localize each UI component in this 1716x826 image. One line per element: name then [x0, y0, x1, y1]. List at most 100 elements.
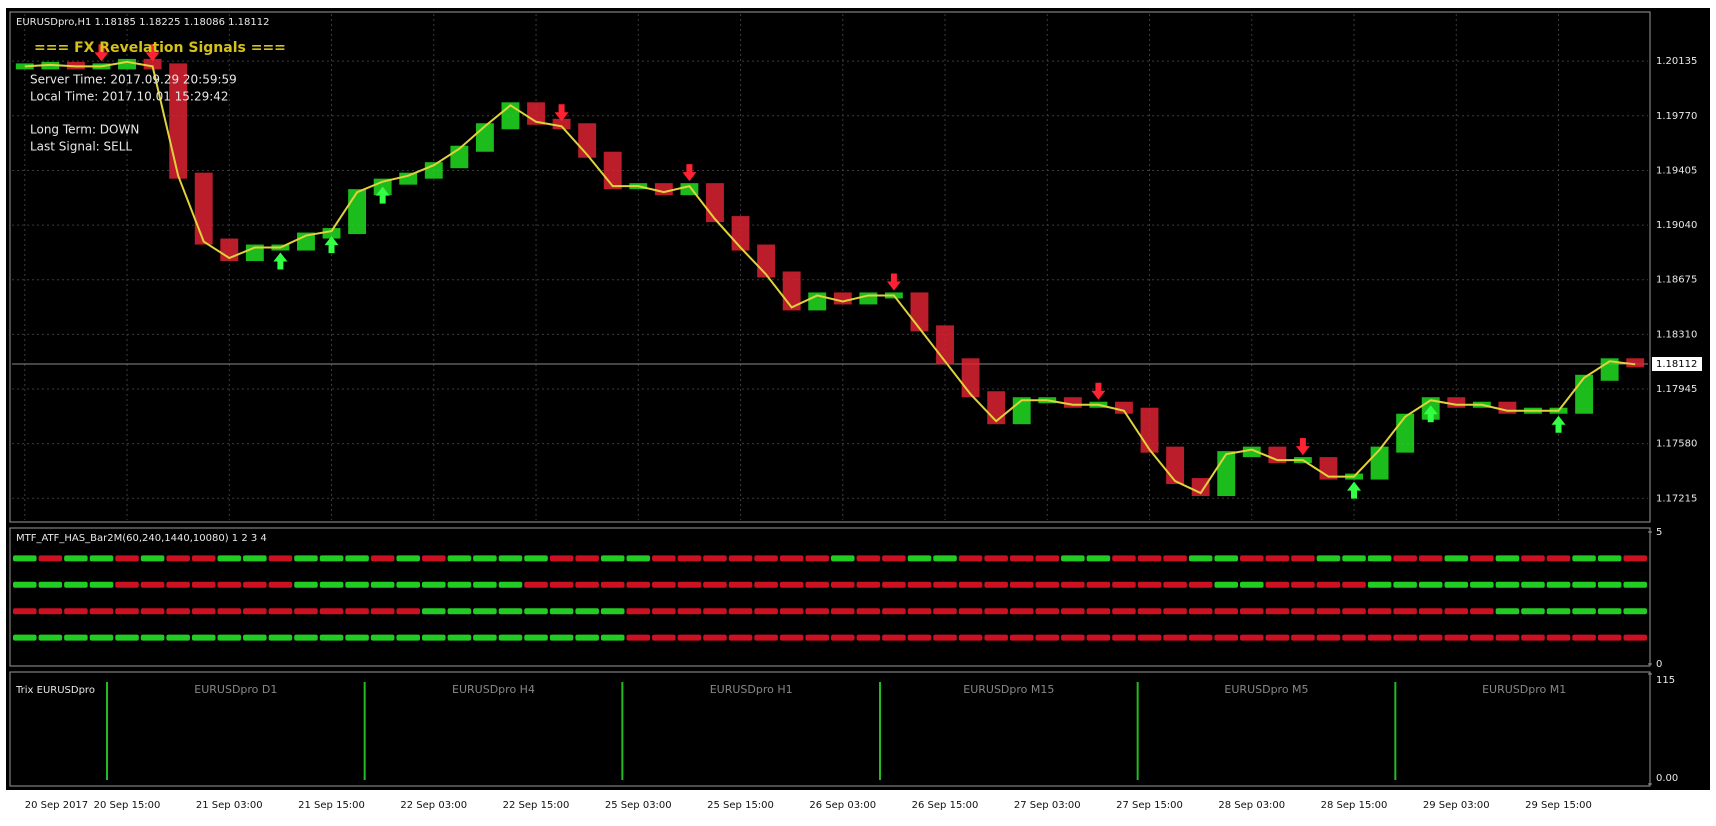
- price-bar: [322, 228, 341, 239]
- signal-dot: [703, 634, 727, 641]
- signal-dot: [1265, 555, 1290, 562]
- signal-dot: [1521, 608, 1545, 615]
- signal-dot: [1035, 555, 1060, 562]
- signal-dot: [1597, 634, 1622, 641]
- signal-dot: [1521, 555, 1545, 562]
- signal-dot: [319, 634, 344, 641]
- signal-dot: [38, 634, 63, 641]
- y-tick-label: 1.17215: [1656, 493, 1697, 504]
- signal-dot: [1418, 555, 1443, 562]
- signal-dot: [166, 555, 190, 562]
- x-tick-label: 25 Sep 03:00: [605, 800, 672, 811]
- panel-label: EURUSDpro M5: [1224, 683, 1308, 696]
- panel-label: EURUSDpro M15: [963, 683, 1054, 696]
- panel-label: EURUSDpro D1: [194, 683, 277, 696]
- price-bar: [731, 216, 750, 251]
- price-bar: [706, 183, 724, 223]
- signal-dot: [1572, 555, 1596, 562]
- signal-dot: [984, 634, 1008, 641]
- signal-dot: [1188, 555, 1213, 562]
- price-bar: [15, 63, 34, 70]
- info-line: Last Signal: SELL: [30, 140, 132, 154]
- signal-dot: [1035, 634, 1060, 641]
- signal-dot: [38, 608, 63, 615]
- panel-label: EURUSDpro H1: [710, 683, 793, 696]
- signal-dot: [856, 608, 881, 615]
- signal-dot: [370, 581, 395, 588]
- signal-dot: [294, 608, 318, 615]
- price-bar: [1370, 446, 1389, 480]
- signal-dot: [1163, 581, 1187, 588]
- signal-dot: [473, 634, 497, 641]
- buy-arrow: [273, 252, 288, 270]
- signal-dot: [115, 581, 139, 588]
- signal-dot: [600, 608, 625, 615]
- signal-dot: [1521, 634, 1545, 641]
- y-tick-label: 1.19405: [1656, 165, 1697, 176]
- signal-dot: [1188, 581, 1213, 588]
- signal-dot: [1316, 608, 1341, 615]
- signal-dot: [1009, 555, 1034, 562]
- signal-dot: [1265, 634, 1290, 641]
- signal-dot: [422, 555, 446, 562]
- signal-dot: [345, 581, 369, 588]
- x-tick-label: 28 Sep 15:00: [1321, 800, 1388, 811]
- signal-dot: [779, 634, 804, 641]
- signal-dot: [268, 581, 293, 588]
- signal-dot: [115, 634, 139, 641]
- signal-dot: [13, 608, 37, 615]
- signal-dot: [1112, 634, 1136, 641]
- signal-dot: [396, 581, 420, 588]
- signal-dot: [1316, 555, 1341, 562]
- signal-dot: [703, 581, 727, 588]
- signal-dot: [370, 608, 395, 615]
- signal-dot: [677, 581, 702, 588]
- signal-dot: [1112, 555, 1136, 562]
- signal-dot: [447, 608, 472, 615]
- price-bar: [1063, 397, 1082, 408]
- signal-dot: [831, 634, 855, 641]
- panel-label: EURUSDpro M1: [1482, 683, 1566, 696]
- signal-dot: [754, 608, 778, 615]
- signal-dot: [1495, 634, 1520, 641]
- signal-dot: [1137, 634, 1162, 641]
- signal-dot: [1188, 608, 1213, 615]
- signal-dot: [1188, 634, 1213, 641]
- signal-dot: [1342, 608, 1366, 615]
- y-tick-label: 1.20135: [1656, 56, 1697, 67]
- signal-dot: [217, 581, 242, 588]
- price-bar: [143, 58, 162, 70]
- signal-dot: [728, 608, 753, 615]
- x-tick-label: 26 Sep 15:00: [912, 800, 979, 811]
- y-tick-label: 1.17580: [1656, 439, 1697, 450]
- signal-dot: [345, 555, 369, 562]
- signal-dot: [38, 555, 63, 562]
- signal-dot: [64, 608, 88, 615]
- signal-dot: [1367, 634, 1392, 641]
- mtf-border: [9, 527, 1651, 667]
- signal-dot: [1546, 581, 1571, 588]
- signal-dot: [728, 555, 753, 562]
- last-price-label: 1.18112: [1656, 359, 1697, 370]
- price-bar: [1140, 407, 1159, 453]
- buy-arrow: [375, 186, 390, 204]
- signal-dot: [217, 555, 242, 562]
- signal-dot: [882, 555, 906, 562]
- signal-dot: [1214, 555, 1238, 562]
- x-tick-label: 29 Sep 03:00: [1423, 800, 1490, 811]
- signal-dot: [1316, 581, 1341, 588]
- signal-dot: [575, 581, 599, 588]
- signal-dot: [1163, 634, 1187, 641]
- signal-dot: [984, 581, 1008, 588]
- x-tick-label: 27 Sep 15:00: [1116, 800, 1183, 811]
- y-tick-label: 1.19770: [1656, 111, 1697, 122]
- indicator-title: === FX Revelation Signals ===: [34, 40, 286, 56]
- signal-dot: [166, 634, 190, 641]
- price-bar: [910, 292, 929, 332]
- signal-dot: [1316, 634, 1341, 641]
- signal-dot: [64, 555, 88, 562]
- signal-dot: [396, 634, 420, 641]
- signal-dot: [140, 634, 165, 641]
- signal-dot: [243, 581, 267, 588]
